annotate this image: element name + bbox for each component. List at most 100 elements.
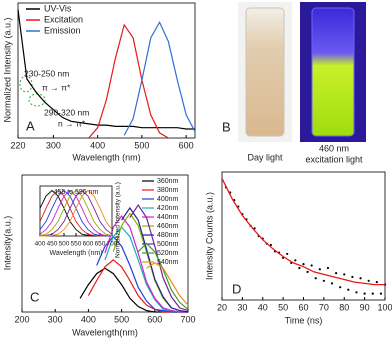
x-tick-label: 500 <box>134 140 149 150</box>
inset-series <box>39 189 113 237</box>
data-point <box>314 277 317 280</box>
cuvette-uv <box>311 7 355 137</box>
inset-series <box>40 189 113 237</box>
line-series <box>121 206 189 313</box>
x-tick-label: 450 <box>47 241 58 248</box>
data-point <box>318 268 321 271</box>
data-point <box>310 264 313 267</box>
data-point <box>355 291 358 294</box>
panel-label: A <box>26 118 35 133</box>
data-point <box>335 272 338 275</box>
plot-frame <box>17 2 196 139</box>
legend-label: Excitation <box>44 14 83 24</box>
x-tick-label: 20 <box>217 302 227 312</box>
x-tick-label: 500 <box>59 241 70 248</box>
data-point <box>367 279 370 282</box>
legend-label: 360nm <box>157 178 179 185</box>
x-tick-label: 50 <box>278 302 288 312</box>
x-axis-label: Wavelength(nm) <box>72 327 138 337</box>
x-tick-label: 60 <box>298 302 308 312</box>
plot-frame <box>21 174 189 313</box>
y-axis-label: Normalized Intensity (a.u.) <box>2 17 12 122</box>
line-series <box>88 23 169 139</box>
legend-label: 380nm <box>157 187 179 194</box>
x-tick-label: 400 <box>90 140 105 150</box>
data-point <box>343 273 346 276</box>
x-tick-label: 300 <box>46 140 61 150</box>
data-point <box>363 292 366 295</box>
data-point <box>359 277 362 280</box>
x-axis-label: Time (ns) <box>285 315 323 325</box>
line-series <box>137 242 189 310</box>
legend-label: Emission <box>44 25 81 35</box>
annotation: 230-250 nm <box>24 68 69 78</box>
inset-annotation: 455 to 595 nm <box>54 189 99 196</box>
data-point <box>306 270 309 273</box>
data-point <box>347 288 350 291</box>
legend-label: 440nm <box>157 214 179 221</box>
y-axis-label: Intensity(a.u.) <box>2 216 12 271</box>
data-point <box>339 286 342 289</box>
line-series <box>123 20 196 136</box>
plot-frame <box>221 171 386 301</box>
inset-y-label: Normalized Intensity (a.u.) <box>115 182 122 258</box>
x-tick-label: 650 <box>95 241 106 248</box>
panel-label: D <box>232 281 241 296</box>
inset-bg <box>40 186 112 236</box>
x-tick-label: 400 <box>35 241 46 248</box>
line-series <box>17 9 195 130</box>
x-tick-label: 700 <box>107 241 118 248</box>
line-series <box>146 261 189 306</box>
legend-label: 500nm <box>157 241 179 248</box>
inset-x-label: Wavelength (nm) <box>49 250 102 257</box>
data-point <box>330 282 334 285</box>
x-tick-label: 600 <box>83 241 94 248</box>
legend-label: 480nm <box>157 232 179 239</box>
x-tick-label: 600 <box>179 140 194 150</box>
x-tick-label: 550 <box>71 241 82 248</box>
inset-series <box>39 189 112 237</box>
legend-label: 540nm <box>157 259 179 266</box>
cuvette-day <box>245 7 285 137</box>
data-point <box>379 292 383 295</box>
x-tick-label: 300 <box>48 314 63 324</box>
data-point <box>253 227 256 230</box>
x-tick-label: 500 <box>114 314 129 324</box>
x-tick-label: 100 <box>377 302 392 312</box>
data-point <box>351 275 354 279</box>
legend-label: 420nm <box>157 205 179 212</box>
inset-series <box>39 189 113 236</box>
line-series <box>96 235 188 313</box>
x-tick-label: 90 <box>360 302 370 312</box>
legend-label: 520nm <box>157 250 179 257</box>
fit-line <box>221 178 385 286</box>
photo-panel: B Day light 460 nm excitation light <box>222 2 366 164</box>
legend-label: 460nm <box>157 223 179 230</box>
x-tick-label: 400 <box>81 314 96 324</box>
caption: 460 nm <box>319 143 349 153</box>
x-tick-label: 220 <box>10 140 25 150</box>
data-point <box>302 263 305 266</box>
line-series <box>104 215 188 313</box>
data-point <box>286 252 289 256</box>
x-tick-label: 70 <box>319 302 329 312</box>
x-tick-label: 700 <box>180 314 195 324</box>
data-point <box>322 279 325 282</box>
y-axis-label: Intensity Counts (a.u.) <box>204 192 214 280</box>
annotation: π → π* <box>42 82 71 92</box>
x-tick-label: 200 <box>14 314 29 324</box>
annotation: 290-320 nm <box>44 107 89 117</box>
data-point <box>298 266 301 270</box>
x-tick-label: 40 <box>258 302 268 312</box>
legend-label: UV-Vis <box>44 3 72 13</box>
data-point <box>371 292 374 295</box>
caption: Day light <box>247 152 283 162</box>
panel-label: C <box>30 289 39 304</box>
x-tick-label: 600 <box>147 314 162 324</box>
annotation: n → π* <box>58 118 86 128</box>
data-point <box>326 266 330 270</box>
data-point <box>269 243 272 247</box>
x-tick-label: 30 <box>237 302 247 312</box>
x-tick-label: 80 <box>339 302 349 312</box>
data-point <box>294 259 297 262</box>
